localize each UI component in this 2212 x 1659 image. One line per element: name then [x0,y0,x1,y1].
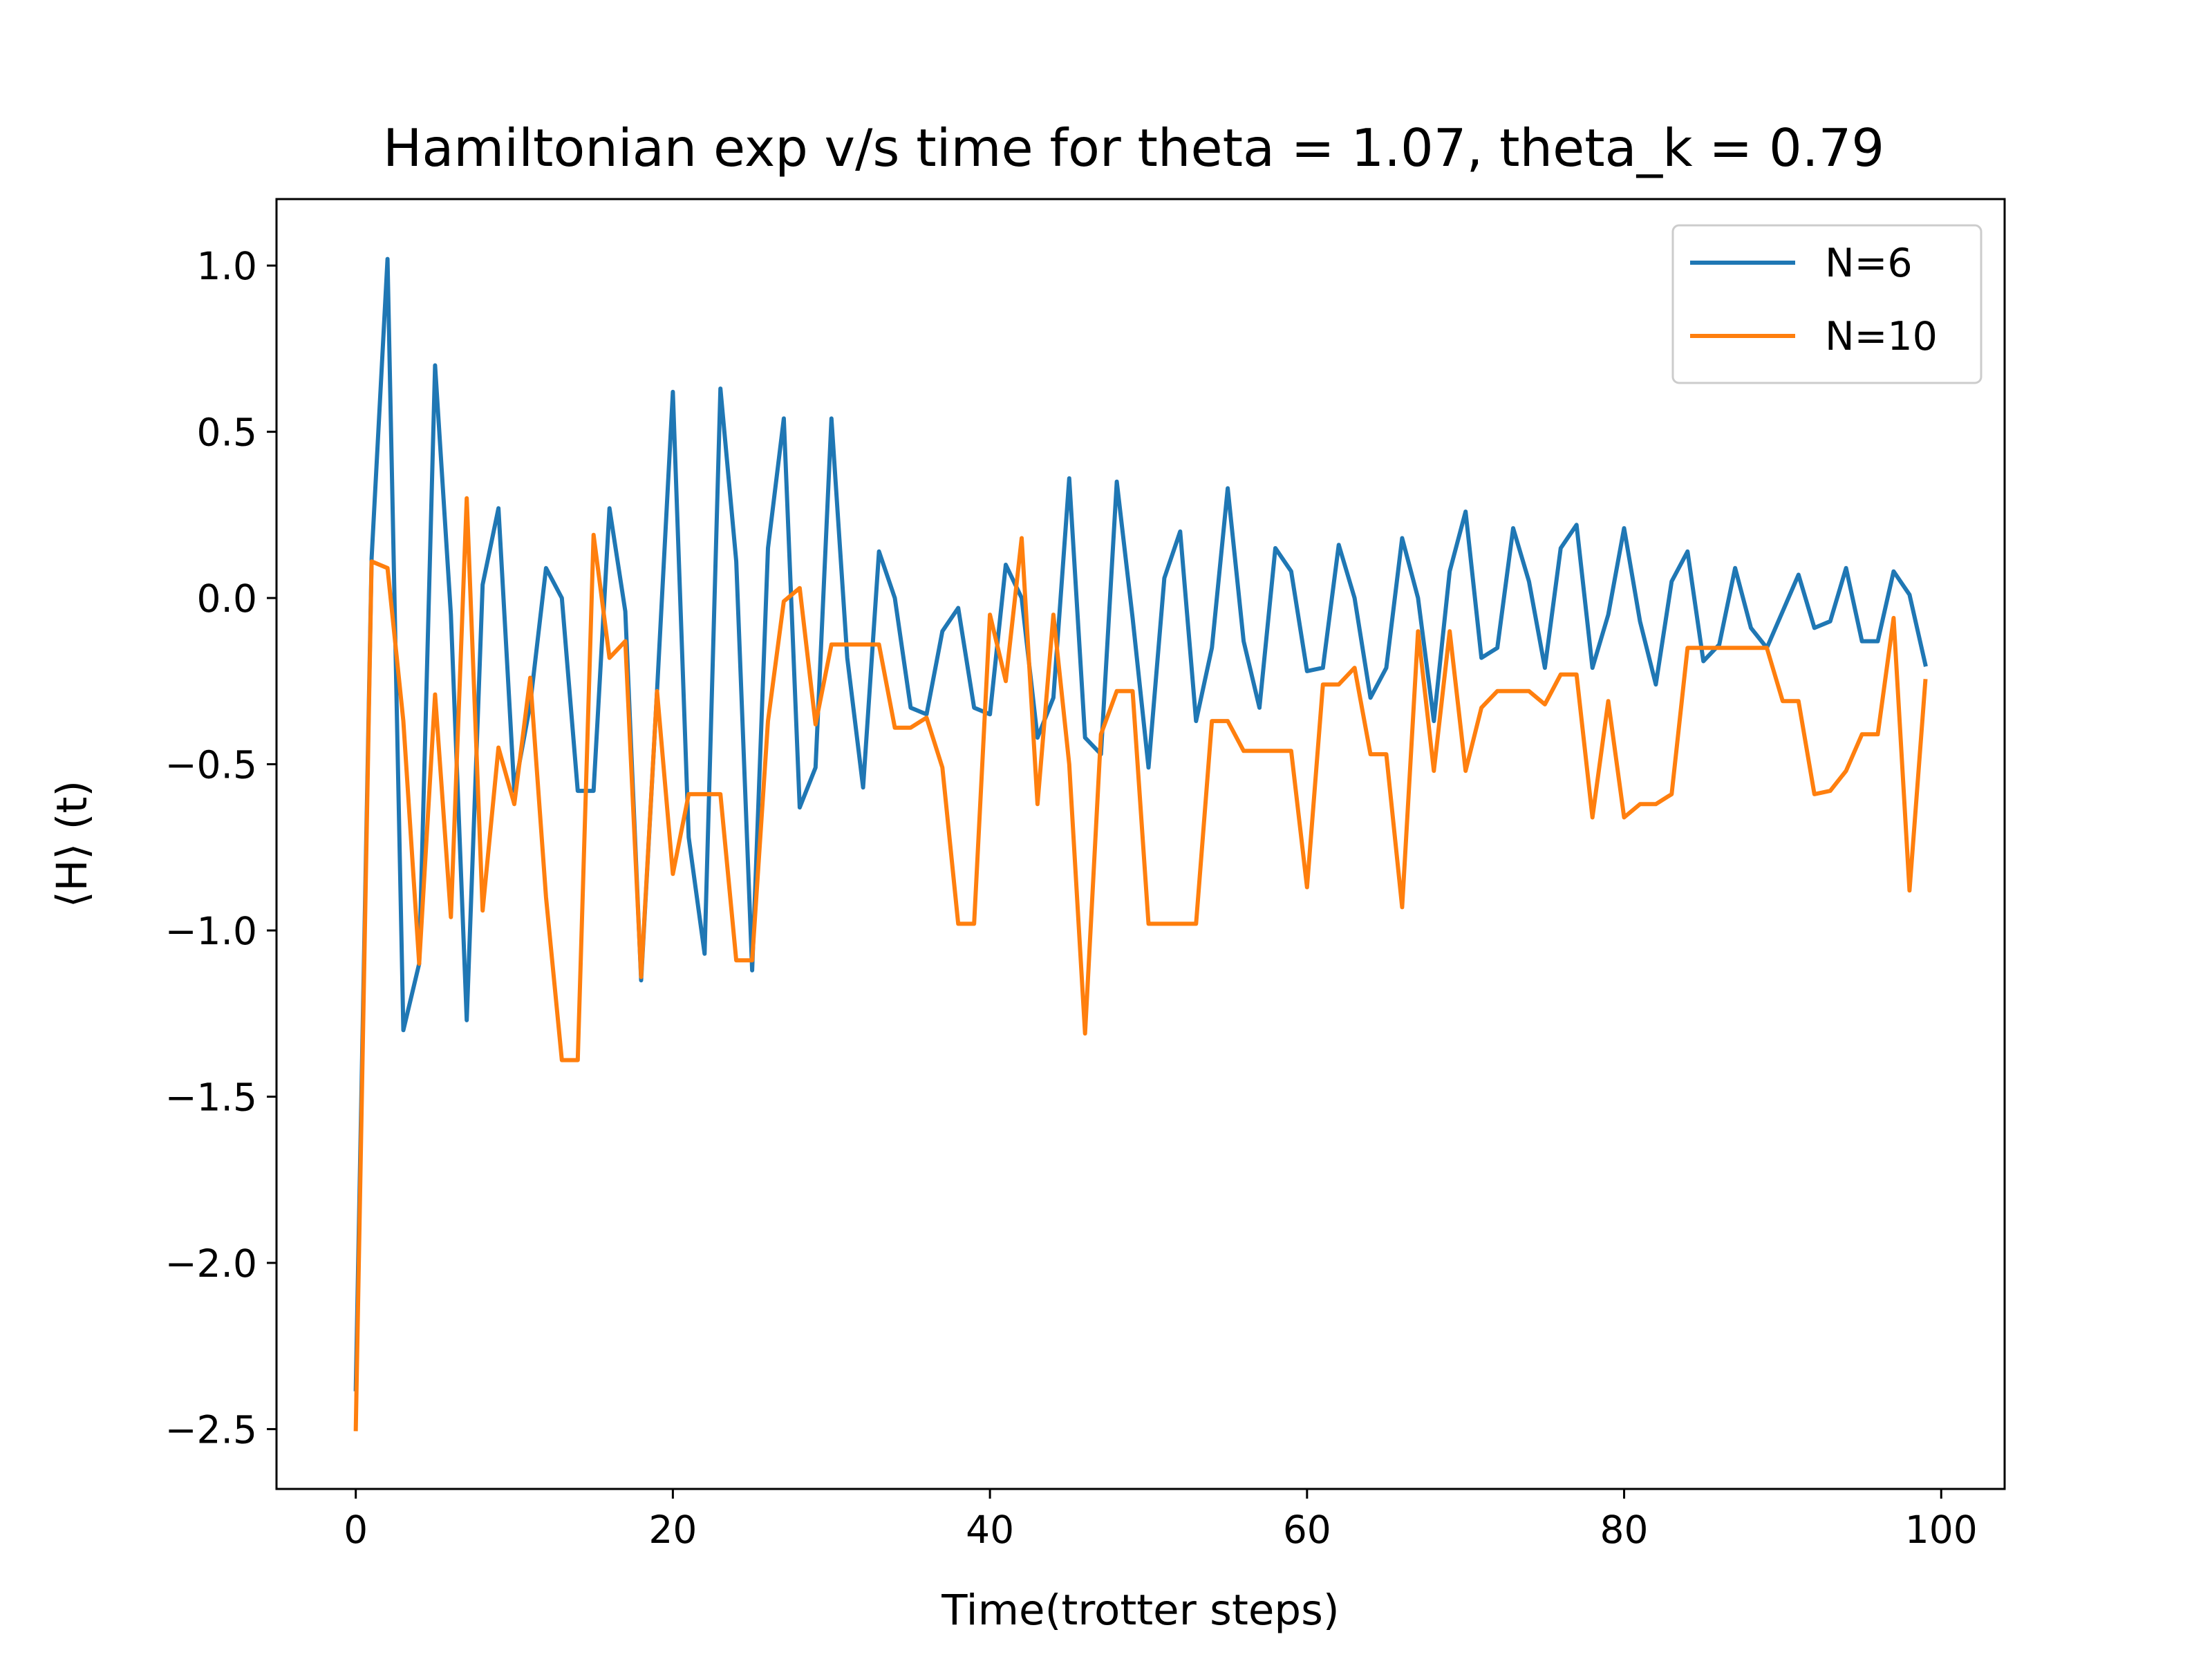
x-tick-label: 60 [1283,1508,1331,1552]
x-tick-label: 80 [1600,1508,1649,1552]
y-tick-label: 0.0 [197,577,257,621]
y-tick-label: 1.0 [197,244,257,288]
legend: N=6 N=10 [1671,224,1983,384]
series-group [353,256,1928,1432]
legend-label-1: N=6 [1825,241,1913,286]
y-tick-label: −1.5 [165,1076,257,1120]
y-axis-label: ⟨H⟩ (t) [48,780,97,908]
x-tick-label: 40 [966,1508,1014,1552]
x-tick-label: 100 [1905,1508,1978,1552]
series-line-2 [353,496,1928,1432]
x-axis-ticks: 0 20 40 60 80 100 [344,1489,1978,1552]
series-line-1 [353,256,1928,1391]
y-tick-label: −0.5 [165,743,257,787]
y-tick-label: −1.0 [165,909,257,953]
x-tick-label: 0 [344,1508,368,1552]
y-tick-label: −2.5 [165,1407,257,1452]
legend-label-2: N=10 [1825,314,1938,359]
plot-area: 0 20 40 60 80 100 1.0 0.5 0.0 −0.5 −1.0 −1.5 −2.0 −2… [165,198,2006,1552]
axes-frame [275,198,2006,1490]
y-axis-ticks: 1.0 0.5 0.0 −0.5 −1.0 −1.5 −2.0 −2.5 [165,244,276,1452]
y-tick-label: −2.0 [165,1241,257,1286]
x-axis-label: Time(trotter steps) [941,1586,1339,1635]
chart-title: Hamiltonian exp v/s time for theta = 1.0… [383,118,1884,178]
x-tick-label: 20 [648,1508,697,1552]
y-tick-label: 0.5 [197,411,257,455]
legend-items: N=6 N=10 [1690,241,1938,359]
